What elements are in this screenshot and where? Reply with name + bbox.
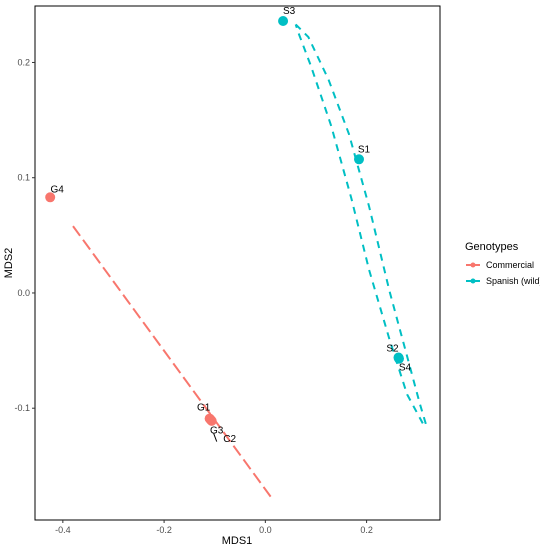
point-label-g4: G4 (51, 184, 65, 195)
y-tick-label: 0.0 (17, 288, 30, 298)
y-axis-title: MDS2 (3, 248, 15, 279)
y-tick-label: 0.2 (17, 57, 30, 67)
point-label-s3: S3 (283, 6, 296, 17)
point-label-c2: C2 (223, 434, 236, 445)
point-label-g1: G1 (197, 403, 211, 414)
y-tick-label: -0.1 (14, 403, 30, 413)
data-point-s3 (278, 15, 289, 26)
legend: Genotypes Commercial Spanish (wild) (465, 241, 540, 286)
legend-key-dot-commercial (470, 262, 476, 268)
point-label-s1: S1 (358, 144, 371, 155)
x-tick-label: -0.2 (156, 525, 172, 535)
label-leader-layer (213, 433, 218, 442)
legend-key-dot-spanish-wild (470, 278, 476, 284)
y-axis-ticks: -0.1 0.0 0.1 0.2 (14, 57, 35, 413)
data-point-s4 (393, 353, 404, 364)
x-tick-label: 0.2 (360, 525, 373, 535)
point-layer (45, 15, 404, 426)
x-tick-label: -0.4 (55, 525, 71, 535)
label-leader-line (213, 433, 218, 442)
point-label-s2: S2 (386, 344, 399, 355)
x-axis-title: MDS1 (222, 535, 253, 547)
point-label-g3: G3 (210, 426, 224, 437)
legend-label-commercial: Commercial (486, 260, 534, 270)
data-point-c2 (206, 415, 217, 426)
point-label-s4: S4 (399, 363, 412, 374)
y-tick-label: 0.1 (17, 173, 30, 183)
ellipse-commercial (72, 225, 272, 498)
legend-label-spanish-wild: Spanish (wild) (486, 276, 540, 286)
legend-title: Genotypes (465, 241, 519, 253)
x-tick-label: 0.0 (259, 525, 272, 535)
ellipse-layer (72, 23, 428, 498)
plot-panel (34, 5, 441, 521)
data-point-g4 (45, 192, 56, 203)
x-axis-ticks: -0.4 -0.2 0.0 0.2 (55, 520, 373, 535)
data-point-s1 (354, 154, 364, 165)
